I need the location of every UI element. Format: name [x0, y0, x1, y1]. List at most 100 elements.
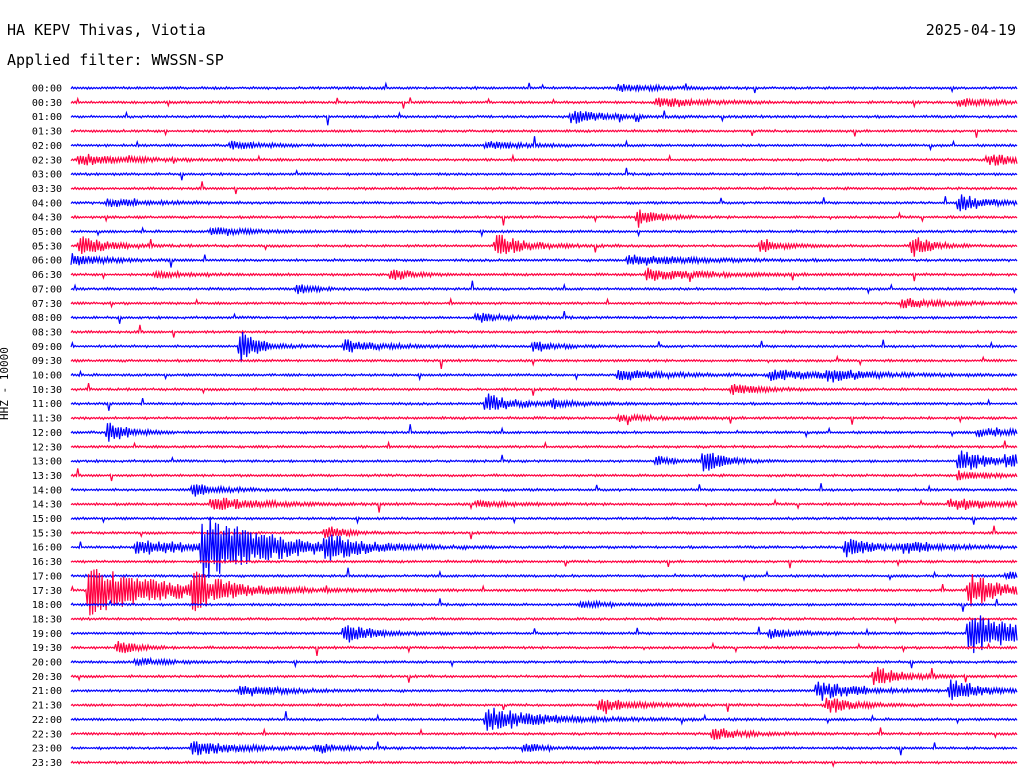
row-time-label: 16:30	[32, 557, 62, 568]
row-time-label: 22:00	[32, 715, 62, 726]
row-time-label: 15:00	[32, 514, 62, 525]
row-time-label: 18:30	[32, 614, 62, 625]
row-time-label: 04:00	[32, 198, 62, 209]
trace-row-0730	[70, 296, 1018, 310]
trace-row-0000	[70, 81, 1018, 94]
trace-row-1630	[70, 559, 1018, 569]
row-time-label: 09:00	[32, 342, 62, 353]
trace-row-1330	[70, 468, 1018, 482]
trace-row-2200	[70, 707, 1018, 731]
row-time-label: 17:00	[32, 571, 62, 582]
trace-row-1130	[70, 412, 1018, 426]
trace-row-0130	[70, 128, 1018, 138]
row-time-label: 20:30	[32, 672, 62, 683]
row-time-label: 10:00	[32, 371, 62, 382]
trace-row-0300	[70, 167, 1018, 181]
trace-row-2030	[70, 666, 1018, 685]
trace-row-1400	[70, 483, 1018, 497]
trace-row-1800	[70, 598, 1018, 612]
row-time-label: 15:30	[32, 528, 62, 539]
trace-row-0200	[70, 136, 1018, 152]
trace-row-2300	[70, 741, 1018, 756]
row-time-label: 05:00	[32, 227, 62, 238]
row-time-label: 00:30	[32, 98, 62, 109]
trace-row-0330	[70, 181, 1018, 195]
row-time-label: 13:00	[32, 457, 62, 468]
row-time-label: 02:30	[32, 155, 62, 166]
row-time-label: 06:30	[32, 270, 62, 281]
trace-row-1830	[70, 616, 1018, 625]
row-time-label: 07:30	[32, 299, 62, 310]
row-time-label: 01:30	[32, 127, 62, 138]
row-time-label: 19:30	[32, 643, 62, 654]
trace-row-1300	[70, 450, 1018, 472]
trace-row-0230	[70, 153, 1018, 166]
trace-row-2130	[70, 697, 1018, 715]
row-time-label: 21:00	[32, 686, 62, 697]
row-time-label: 05:30	[32, 241, 62, 252]
trace-row-0400	[70, 194, 1018, 212]
trace-row-2230	[70, 727, 1018, 740]
row-time-label: 07:00	[32, 284, 62, 295]
row-time-label: 06:00	[32, 256, 62, 267]
trace-row-0600	[70, 253, 1018, 268]
row-time-label: 04:30	[32, 213, 62, 224]
trace-row-2330	[70, 760, 1018, 768]
row-time-label: 12:30	[32, 442, 62, 453]
row-time-label: 23:30	[32, 758, 62, 769]
row-time-label: 14:30	[32, 500, 62, 511]
trace-row-0630	[70, 267, 1018, 283]
trace-row-1200	[70, 422, 1018, 442]
row-time-label: 11:00	[32, 399, 62, 410]
record-date: 2025-04-19	[925, 21, 1016, 39]
row-time-label: 20:00	[32, 658, 62, 669]
row-time-label: 22:30	[32, 729, 62, 740]
row-time-label: 16:00	[32, 543, 62, 554]
row-time-label: 21:30	[32, 701, 62, 712]
trace-row-1430	[70, 497, 1018, 513]
seismic-traces	[70, 81, 1018, 768]
station-title: HA KEPV Thivas, Viotia	[7, 21, 206, 39]
row-time-label: 10:30	[32, 385, 62, 396]
filter-label: Applied filter: WWSSN-SP	[7, 51, 224, 69]
trace-row-1000	[70, 369, 1018, 383]
row-time-label: 03:30	[32, 184, 62, 195]
row-time-label: 23:00	[32, 744, 62, 755]
row-time-label: 08:30	[32, 327, 62, 338]
row-time-label: 13:30	[32, 471, 62, 482]
trace-row-1100	[70, 393, 1018, 411]
trace-row-1900	[70, 615, 1018, 654]
trace-row-0430	[70, 209, 1018, 228]
trace-row-1930	[70, 640, 1018, 656]
trace-row-1730	[70, 568, 1018, 616]
row-time-label: 09:30	[32, 356, 62, 367]
trace-row-2100	[70, 679, 1018, 701]
trace-row-1230	[70, 440, 1018, 450]
trace-row-0930	[70, 354, 1018, 369]
trace-row-0500	[70, 226, 1018, 238]
row-time-label: 11:30	[32, 414, 62, 425]
trace-row-1600	[70, 516, 1018, 578]
trace-row-0030	[70, 96, 1018, 109]
row-time-label: 02:00	[32, 141, 62, 152]
row-time-label: 01:00	[32, 112, 62, 123]
trace-row-0830	[70, 324, 1018, 338]
row-time-label: 03:00	[32, 170, 62, 181]
trace-row-1500	[70, 515, 1018, 525]
row-time-label: 18:00	[32, 600, 62, 611]
row-time-label: 12:00	[32, 428, 62, 439]
trace-row-2000	[70, 656, 1018, 669]
trace-row-1030	[70, 383, 1018, 396]
trace-row-1700	[70, 567, 1018, 582]
row-time-label: 17:30	[32, 586, 62, 597]
row-labels: 00:00 00:30 01:00 01:30 02:00 02:30 03:00 03:30…	[32, 84, 62, 769]
row-time-label: 14:00	[32, 485, 62, 496]
trace-row-0530	[70, 234, 1018, 257]
trace-row-0800	[70, 311, 1018, 324]
row-time-label: 00:00	[32, 84, 62, 95]
trace-row-0700	[70, 280, 1018, 295]
row-time-label: 19:00	[32, 629, 62, 640]
trace-row-0100	[70, 110, 1018, 126]
trace-row-0900	[70, 332, 1018, 363]
